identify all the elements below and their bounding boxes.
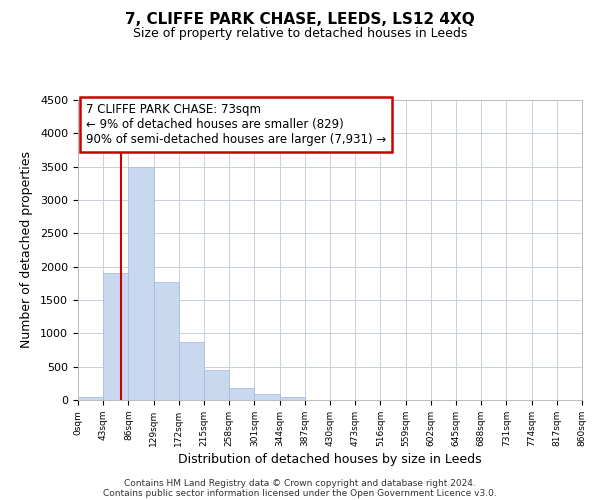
Bar [204, 370, 229, 400]
Text: Size of property relative to detached houses in Leeds: Size of property relative to detached ho… [133, 28, 467, 40]
Bar [128, 166, 154, 400]
Bar [78, 396, 103, 400]
Bar [280, 398, 305, 400]
Bar [254, 394, 280, 400]
Bar [229, 388, 254, 400]
Text: 7 CLIFFE PARK CHASE: 73sqm
← 9% of detached houses are smaller (829)
90% of semi: 7 CLIFFE PARK CHASE: 73sqm ← 9% of detac… [86, 103, 386, 146]
Text: Contains HM Land Registry data © Crown copyright and database right 2024.: Contains HM Land Registry data © Crown c… [124, 478, 476, 488]
Text: Contains public sector information licensed under the Open Government Licence v3: Contains public sector information licen… [103, 488, 497, 498]
Bar [103, 274, 128, 400]
Y-axis label: Number of detached properties: Number of detached properties [20, 152, 33, 348]
Text: 7, CLIFFE PARK CHASE, LEEDS, LS12 4XQ: 7, CLIFFE PARK CHASE, LEEDS, LS12 4XQ [125, 12, 475, 28]
Bar [154, 282, 179, 400]
Bar [179, 342, 204, 400]
X-axis label: Distribution of detached houses by size in Leeds: Distribution of detached houses by size … [178, 453, 482, 466]
